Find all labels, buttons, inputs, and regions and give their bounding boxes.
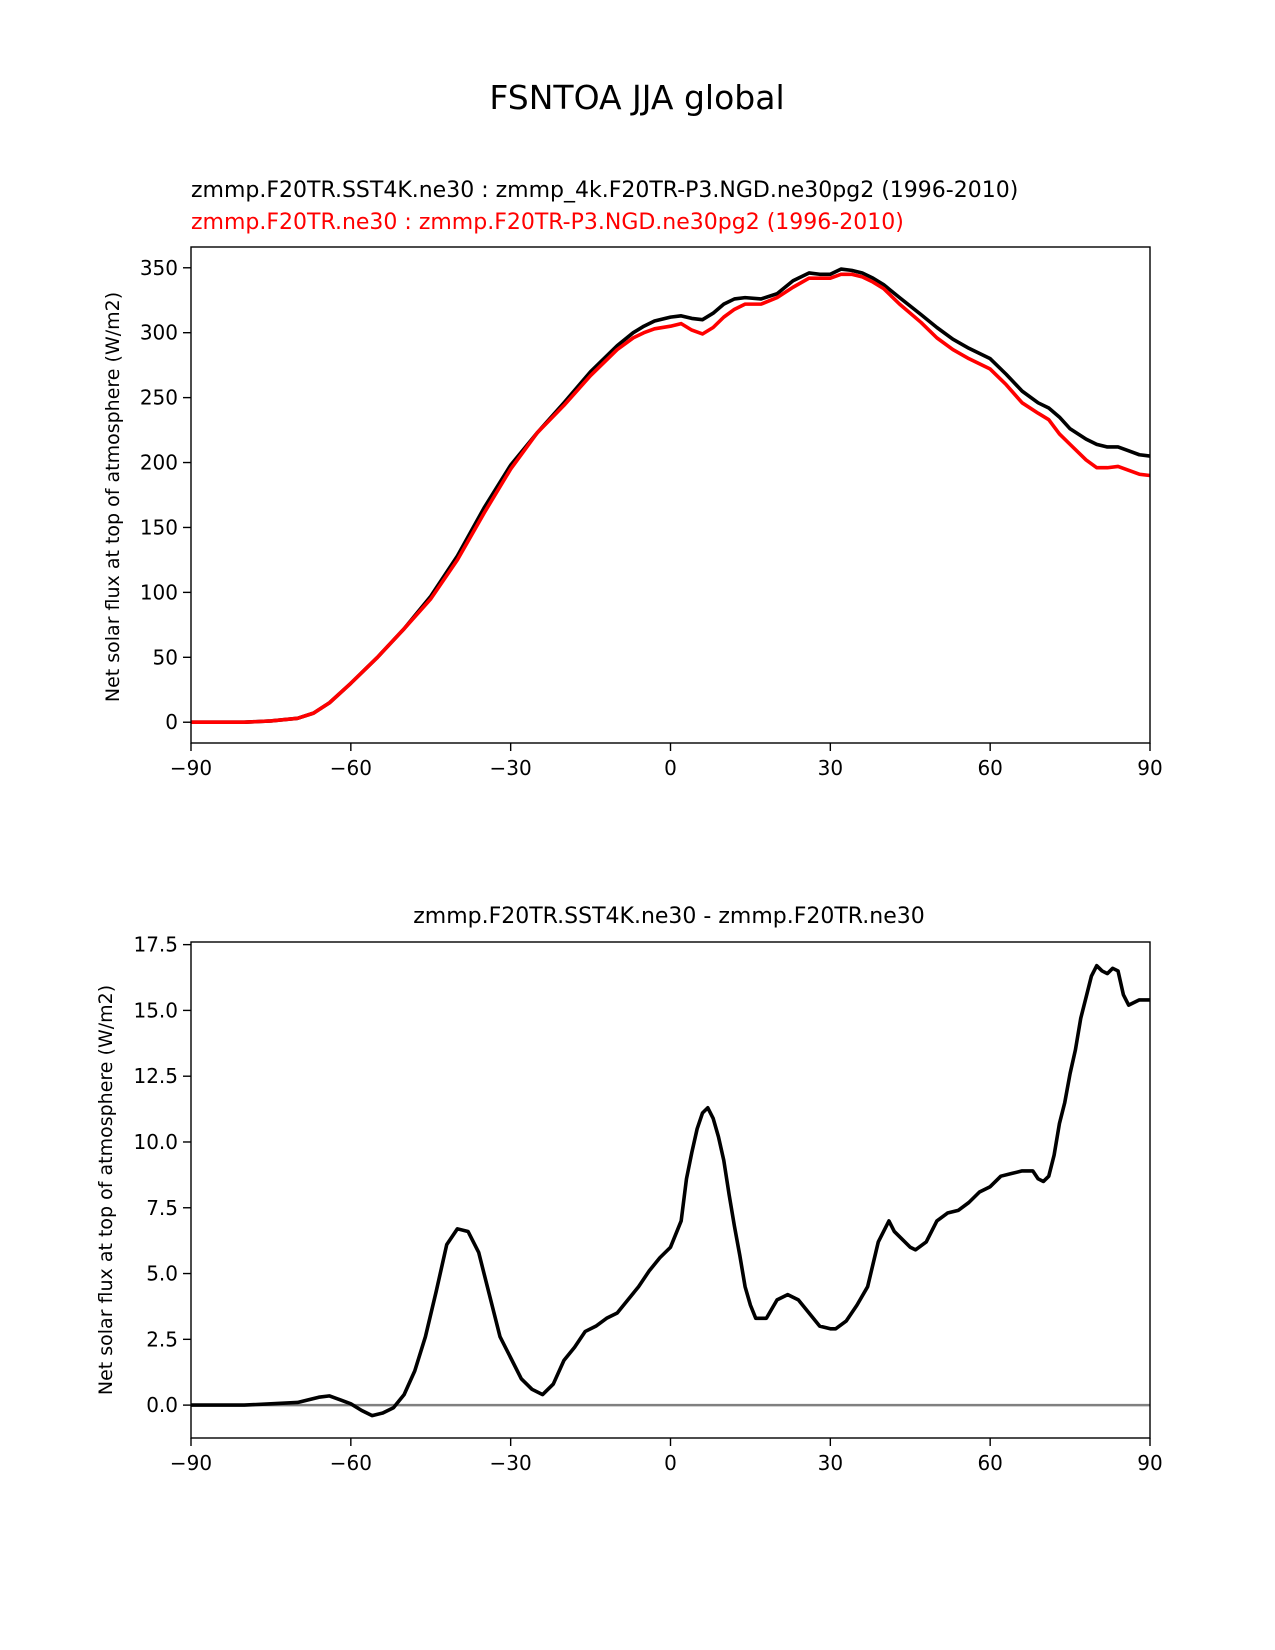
top-x-tick-label: −30 (490, 756, 532, 780)
top-x-tick-label: 0 (664, 756, 677, 780)
top-y-axis-label: Net solar flux at top of atmosphere (W/m… (102, 292, 124, 702)
bottom-y-tick-label: 17.5 (133, 933, 178, 957)
bottom-x-tick-label: 60 (977, 1451, 1002, 1475)
bottom-x-tick-label: −30 (490, 1451, 532, 1475)
top-chart-title-line-1: zmmp.F20TR.SST4K.ne30 : zmmp_4k.F20TR-P3… (191, 178, 1018, 203)
bottom-x-tick-label: 30 (818, 1451, 843, 1475)
bottom-axes-frame (190, 941, 1151, 1439)
bottom-x-tick-label: −90 (170, 1451, 212, 1475)
top-y-tick-label: 100 (140, 580, 178, 604)
top-chart-title-line-2: zmmp.F20TR.ne30 : zmmp.F20TR-P3.NGD.ne30… (191, 210, 904, 235)
top-series-line-1 (191, 267, 1150, 725)
bottom-x-tick-label: 0 (664, 1451, 677, 1475)
top-y-tick-label: 250 (140, 386, 178, 410)
bottom-y-tick-label: 10.0 (133, 1130, 178, 1154)
top-y-tick-label: 350 (140, 256, 178, 280)
bottom-y-tick-label: 2.5 (146, 1327, 178, 1351)
top-x-tick-label: 90 (1137, 756, 1162, 780)
bottom-y-tick-label: 7.5 (146, 1196, 178, 1220)
top-y-tick-label: 300 (140, 321, 178, 345)
top-x-tick-label: −90 (170, 756, 212, 780)
top-y-tick-label: 200 (140, 451, 178, 475)
top-panel: zmmp.F20TR.SST4K.ne30 : zmmp_4k.F20TR-P3… (102, 178, 1163, 780)
figure-title: FSNTOA JJA global (489, 78, 784, 117)
top-series-line-2 (191, 272, 1150, 725)
bottom-chart-title: zmmp.F20TR.SST4K.ne30 - zmmp.F20TR.ne30 (413, 904, 925, 929)
top-y-tick-label: 150 (140, 515, 178, 539)
top-y-tick-label: 0 (165, 710, 178, 734)
bottom-panel: zmmp.F20TR.SST4K.ne30 - zmmp.F20TR.ne30 … (95, 904, 1163, 1475)
bottom-x-tick-label: 90 (1137, 1451, 1162, 1475)
bottom-series-line-1 (191, 963, 1150, 1418)
top-x-tick-label: 60 (977, 756, 1002, 780)
bottom-y-tick-label: 0.0 (146, 1393, 178, 1417)
bottom-y-tick-label: 5.0 (146, 1262, 178, 1286)
bottom-y-tick-label: 12.5 (133, 1064, 178, 1088)
top-x-tick-label: 30 (818, 756, 843, 780)
top-axes-frame (190, 246, 1151, 744)
bottom-y-tick-label: 15.0 (133, 998, 178, 1022)
top-y-tick-label: 50 (153, 645, 178, 669)
bottom-y-axis-label: Net solar flux at top of atmosphere (W/m… (95, 985, 117, 1395)
top-x-tick-label: −60 (330, 756, 372, 780)
bottom-x-tick-label: −60 (330, 1451, 372, 1475)
